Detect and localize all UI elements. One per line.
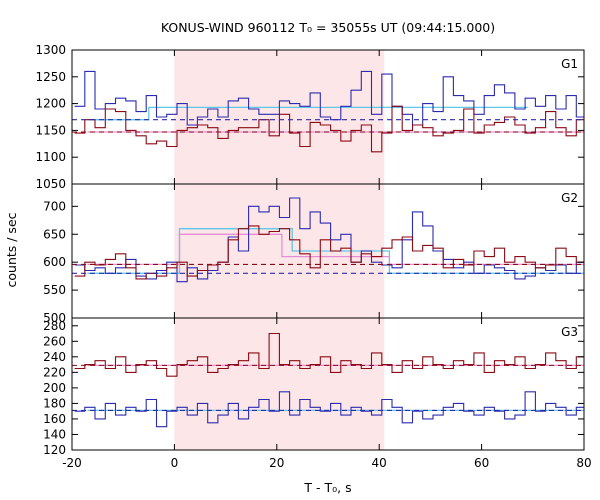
y-tick-label: 1200 (35, 97, 66, 111)
panel-label: G2 (561, 191, 578, 205)
x-tick-label: 20 (269, 456, 284, 470)
panel-label: G1 (561, 57, 578, 71)
light-curve-b (74, 332, 584, 377)
x-tick-label: 60 (474, 456, 489, 470)
y-tick-label: 1050 (35, 177, 66, 191)
y-tick-label: 1300 (35, 43, 66, 57)
light-curve-a (74, 70, 584, 126)
y-tick-label: 1100 (35, 150, 66, 164)
y-tick-label: 220 (43, 365, 66, 379)
light-curve-a (74, 197, 584, 283)
y-tick-label: 140 (43, 427, 66, 441)
chart-title: KONUS-WIND 960112 T₀ = 35055s UT (09:44:… (161, 20, 495, 35)
y-tick-label: 500 (43, 311, 66, 325)
y-tick-label: 260 (43, 334, 66, 348)
y-tick-label: 240 (43, 350, 66, 364)
y-axis-label: counts / sec (4, 212, 19, 287)
y-tick-label: 1150 (35, 123, 66, 137)
y-tick-label: 120 (43, 443, 66, 457)
panels-layer: 105011001150120012501300G150055060065070… (35, 43, 591, 470)
y-tick-label: 280 (43, 319, 66, 333)
y-tick-label: 160 (43, 412, 66, 426)
fit-line-b (87, 233, 584, 266)
panel-label: G3 (561, 325, 578, 339)
panel-g2: 500 550 600 650 700 G2 (43, 183, 585, 325)
light-curve-b (74, 105, 584, 153)
panel-plot-area (72, 332, 584, 428)
y-tick-label: 700 (43, 199, 66, 213)
x-axis-label: T - T₀, s (303, 480, 351, 495)
y-tick-label: 200 (43, 381, 66, 395)
x-tick-label: -20 (62, 456, 82, 470)
x-tick-label: 80 (576, 456, 591, 470)
light-curve-a (74, 391, 584, 428)
y-tick-label: 600 (43, 255, 66, 269)
x-tick-label: 40 (372, 456, 387, 470)
y-tick-label: 180 (43, 396, 66, 410)
panel-frame (71, 317, 585, 451)
panel-plot-area (72, 70, 584, 153)
x-tick-label: 0 (171, 456, 179, 470)
y-tick-label: 550 (43, 283, 66, 297)
panel-g1: 1050 1100 1150 1200 1250 1300 G1 (35, 43, 585, 191)
y-tick-label: 1250 (35, 70, 66, 84)
y-tick-label: 650 (43, 227, 66, 241)
